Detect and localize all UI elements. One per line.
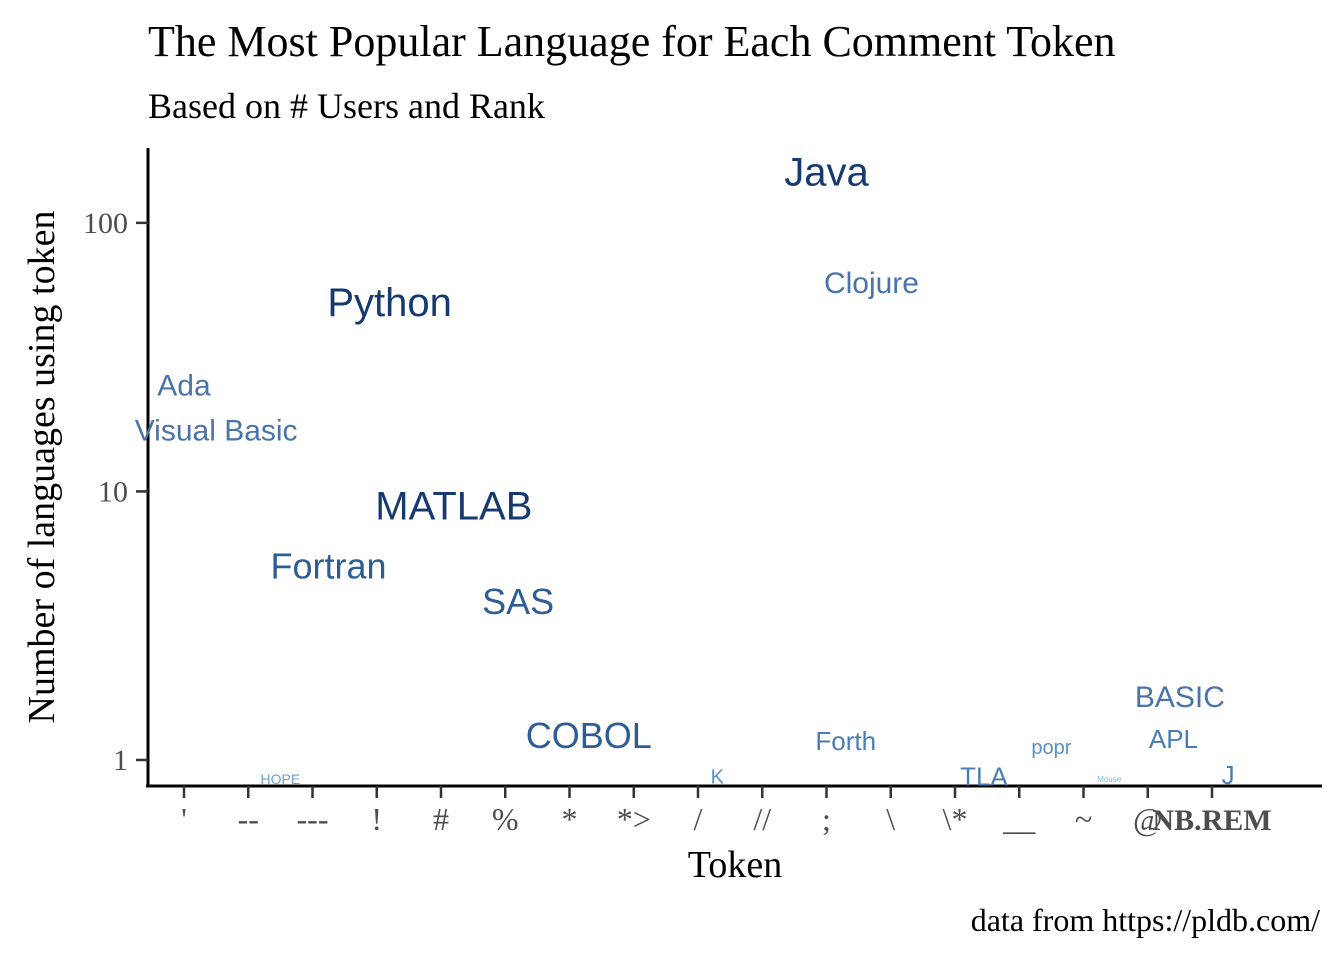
x-tick-label: # [433,801,449,837]
y-tick-label: 10 [98,475,128,508]
point-label: Forth [815,726,876,756]
point-label: J [1222,760,1235,790]
x-tick-label: * [562,801,578,837]
x-tick-label: \* [943,801,968,837]
x-tick-label: -- [238,801,259,837]
point-label: BASIC [1135,681,1225,714]
x-tick-label: / [694,801,703,837]
point-label: Mouse [1097,775,1122,784]
point-label: Visual Basic [135,414,298,447]
y-tick-label: 100 [83,207,128,240]
x-tick-label: ; [822,801,831,837]
x-tick-label: --- [297,801,329,837]
x-tick-label: % [492,801,519,837]
y-ticks: 1 10 100 [83,207,148,777]
point-label: Ada [157,369,211,402]
point-label: SAS [482,581,554,622]
point-label: K [711,766,725,788]
data-labels: Ada Visual Basic HOPE Fortran Python MATLAB SA… [135,150,1235,791]
x-tick-label: @ [1133,801,1162,837]
x-tick-label: \ [886,801,895,837]
x-tick-label: *> [617,801,651,837]
x-axis-label: Token [688,844,782,886]
x-tick-label: // [753,801,771,837]
point-label: Fortran [271,545,387,586]
x-tick-label: ' [181,801,187,837]
x-ticks: ' -- ---! #% * *> ///; \ \* __ ~ @NB.REM [181,786,1272,837]
x-tick-label: __ [1002,801,1036,837]
y-axis-label: Number of languages using token [21,211,63,724]
point-label: HOPE [261,771,301,787]
x-tick-label: ~ [1075,801,1092,837]
point-label: Python [327,281,452,325]
chart-subtitle: Based on # Users and Rank [148,86,545,126]
point-label: Clojure [824,267,919,300]
chart-caption: data from https://pldb.com/ [971,902,1320,938]
x-tick-label: ! [371,801,382,837]
chart-title: The Most Popular Language for Each Comme… [148,17,1116,66]
point-label: Java [784,150,869,194]
y-tick-label: 1 [113,744,128,777]
point-label: popr [1031,737,1071,759]
point-label: MATLAB [375,484,532,528]
point-label: APL [1149,724,1198,754]
x-tick-label: NB.REM [1152,804,1271,837]
point-label: TLA [960,762,1008,792]
point-label: COBOL [526,715,652,756]
